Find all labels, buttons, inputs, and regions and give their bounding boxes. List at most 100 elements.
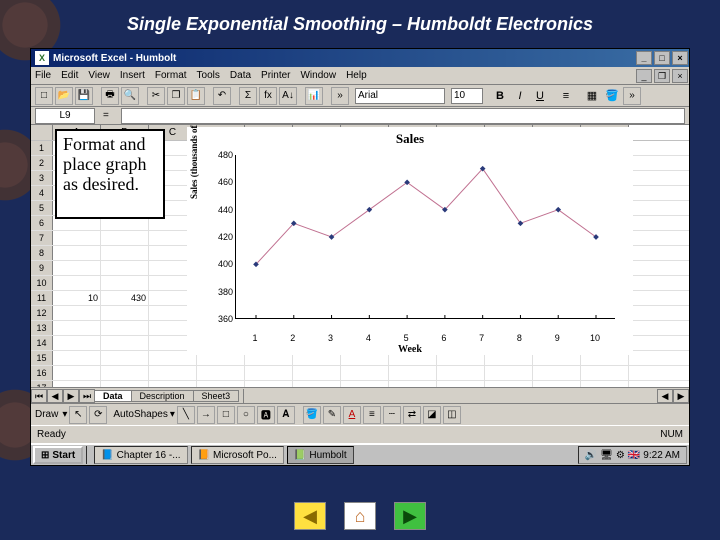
cell[interactable] [53, 321, 101, 335]
cell[interactable] [245, 366, 293, 380]
cell[interactable] [581, 366, 629, 380]
row-header[interactable]: 16 [31, 366, 53, 380]
undo-icon[interactable]: ↶ [213, 87, 231, 105]
save-icon[interactable]: 💾 [75, 87, 93, 105]
cell[interactable] [389, 381, 437, 387]
hscroll-track[interactable] [243, 389, 657, 403]
menu-window[interactable]: Window [300, 70, 336, 81]
cell[interactable] [581, 381, 629, 387]
cell[interactable] [485, 366, 533, 380]
cell[interactable] [437, 381, 485, 387]
wordart-icon[interactable]: 𝐀 [277, 406, 295, 424]
draw-menu[interactable]: Draw [35, 409, 58, 420]
cell[interactable] [101, 351, 149, 365]
row-header[interactable]: 8 [31, 246, 53, 260]
taskbar-item-active[interactable]: 📗Humbolt [287, 446, 354, 464]
menu-insert[interactable]: Insert [120, 70, 145, 81]
cell[interactable] [101, 276, 149, 290]
cut-icon[interactable]: ✂ [147, 87, 165, 105]
tab-first-icon[interactable]: ⏮ [31, 389, 47, 403]
menu-format[interactable]: Format [155, 70, 187, 81]
row-header[interactable]: 11 [31, 291, 53, 305]
cell[interactable] [437, 366, 485, 380]
cell[interactable] [53, 336, 101, 350]
taskbar-item[interactable]: 📙Microsoft Po... [191, 446, 284, 464]
function-icon[interactable]: fx [259, 87, 277, 105]
tray-icon[interactable]: 🇬🇧 [628, 450, 640, 461]
font-select[interactable] [355, 88, 445, 104]
cell[interactable] [389, 366, 437, 380]
cell[interactable] [101, 261, 149, 275]
italic-button[interactable]: I [511, 87, 529, 105]
cell[interactable] [149, 381, 197, 387]
cell[interactable] [53, 261, 101, 275]
formula-bar[interactable] [121, 108, 685, 124]
arrow-icon[interactable]: → [197, 406, 215, 424]
cell[interactable] [485, 381, 533, 387]
cell[interactable] [53, 351, 101, 365]
menu-tools[interactable]: Tools [197, 70, 220, 81]
row-header[interactable]: 15 [31, 351, 53, 365]
close-button[interactable]: × [672, 51, 688, 65]
print-icon[interactable]: 🖶 [101, 87, 119, 105]
cell[interactable] [293, 381, 341, 387]
fill-color-icon[interactable]: 🪣 [303, 406, 321, 424]
cell[interactable] [341, 366, 389, 380]
arrow-style-icon[interactable]: ⇄ [403, 406, 421, 424]
row-header[interactable]: 9 [31, 261, 53, 275]
sheet-tab-data[interactable]: Data [94, 390, 132, 402]
line-color-icon[interactable]: ✎ [323, 406, 341, 424]
doc-minimize-button[interactable]: _ [636, 69, 652, 83]
draw-dropdown-icon[interactable]: ▾ [62, 409, 67, 420]
border-icon[interactable]: ▦ [583, 87, 601, 105]
autoshapes-menu[interactable]: AutoShapes [113, 409, 168, 420]
minimize-button[interactable]: _ [636, 51, 652, 65]
rectangle-icon[interactable]: □ [217, 406, 235, 424]
cell[interactable]: 430 [101, 291, 149, 305]
cell[interactable] [53, 306, 101, 320]
cell[interactable] [197, 381, 245, 387]
menu-printer[interactable]: Printer [261, 70, 290, 81]
doc-restore-button[interactable]: ❐ [654, 69, 670, 83]
menu-help[interactable]: Help [346, 70, 367, 81]
menu-view[interactable]: View [88, 70, 110, 81]
cell[interactable] [53, 381, 101, 387]
cell[interactable]: 10 [53, 291, 101, 305]
tab-next-icon[interactable]: ▶ [63, 389, 79, 403]
row-header[interactable]: 1 [31, 141, 53, 155]
select-objects-icon[interactable]: ↖ [69, 406, 87, 424]
cell[interactable] [293, 366, 341, 380]
taskbar-item[interactable]: 📘Chapter 16 -... [94, 446, 187, 464]
row-header[interactable]: 3 [31, 171, 53, 185]
menu-file[interactable]: File [35, 70, 51, 81]
copy-icon[interactable]: ❐ [167, 87, 185, 105]
row-header[interactable]: 5 [31, 201, 53, 215]
sheet-tab-description[interactable]: Description [131, 390, 194, 402]
nav-home-icon[interactable]: ⌂ [344, 502, 376, 530]
fill-color-icon[interactable]: 🪣 [603, 87, 621, 105]
cell[interactable] [53, 246, 101, 260]
preview-icon[interactable]: 🔍 [121, 87, 139, 105]
bold-button[interactable]: B [491, 87, 509, 105]
doc-close-button[interactable]: × [672, 69, 688, 83]
cell[interactable] [53, 231, 101, 245]
font-size-select[interactable] [451, 88, 483, 104]
sort-asc-icon[interactable]: A↓ [279, 87, 297, 105]
cell[interactable] [245, 381, 293, 387]
autosum-icon[interactable]: Σ [239, 87, 257, 105]
row-header[interactable]: 2 [31, 156, 53, 170]
tab-last-icon[interactable]: ⏭ [79, 389, 95, 403]
font-color-icon[interactable]: A [343, 406, 361, 424]
sheet-tab-sheet3[interactable]: Sheet3 [193, 390, 240, 402]
3d-icon[interactable]: ◫ [443, 406, 461, 424]
start-button[interactable]: ⊞ Start [33, 446, 83, 464]
line-style-icon[interactable]: ≡ [363, 406, 381, 424]
oval-icon[interactable]: ○ [237, 406, 255, 424]
dash-style-icon[interactable]: ┄ [383, 406, 401, 424]
tray-icon[interactable]: 🖥 [600, 450, 613, 461]
cell[interactable] [101, 306, 149, 320]
nav-forward-icon[interactable]: ▶ [394, 502, 426, 530]
cell[interactable] [101, 246, 149, 260]
worksheet-grid[interactable]: A B C D E F G H I J K L 1234567891011104… [31, 125, 689, 387]
shadow-icon[interactable]: ◪ [423, 406, 441, 424]
